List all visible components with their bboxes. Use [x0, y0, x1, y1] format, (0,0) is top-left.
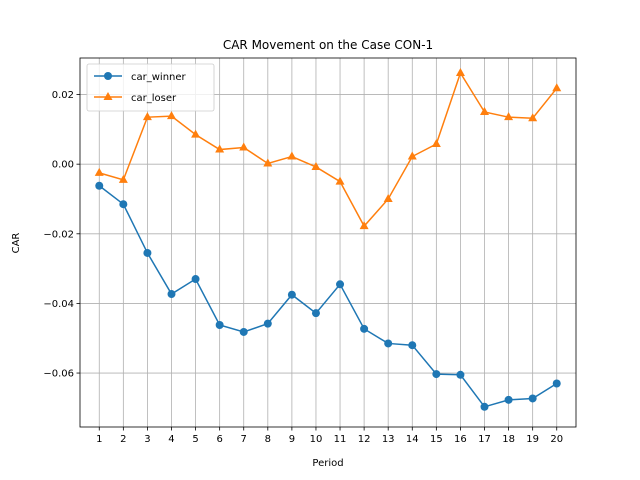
data-point-car-winner — [384, 339, 393, 348]
chart-title: CAR Movement on the Case CON-1 — [223, 38, 433, 52]
data-point-car-winner — [480, 402, 489, 411]
x-tick-label: 4 — [168, 434, 174, 445]
x-tick-label: 7 — [241, 434, 247, 445]
data-point-car-winner — [528, 394, 537, 403]
y-tick-label: −0.06 — [43, 369, 74, 380]
x-tick-label: 20 — [550, 434, 563, 445]
x-tick-label: 15 — [430, 434, 443, 445]
data-point-car-loser — [191, 129, 201, 138]
y-tick-label: −0.04 — [43, 299, 74, 310]
data-point-car-loser — [239, 142, 249, 151]
data-point-car-winner — [504, 395, 513, 404]
plot-frame — [79, 57, 577, 428]
x-axis-label: Period — [312, 458, 343, 469]
x-tick-label: 8 — [265, 434, 271, 445]
legend-label-car-winner: car_winner — [131, 72, 187, 83]
series-line-car-winner — [98, 185, 558, 408]
data-point-car-winner — [95, 181, 104, 190]
data-point-car-winner — [191, 275, 200, 284]
x-tick-label: 6 — [216, 434, 222, 445]
data-point-car-loser — [383, 193, 393, 202]
data-point-car-loser — [311, 161, 321, 170]
y-tick-label: 0.02 — [52, 90, 74, 101]
data-point-car-winner — [167, 290, 176, 299]
data-point-car-winner — [456, 370, 465, 379]
x-tick-label: 12 — [358, 434, 371, 445]
data-point-car-winner — [552, 379, 561, 388]
data-point-car-loser — [407, 151, 417, 160]
data-point-car-loser — [118, 174, 128, 183]
x-tick-label: 2 — [120, 434, 126, 445]
x-tick-label: 5 — [192, 434, 198, 445]
data-point-car-winner — [263, 319, 272, 328]
legend-label-car-loser: car_loser — [131, 93, 177, 104]
x-tick-label: 14 — [406, 434, 419, 445]
series-car-winner — [95, 181, 561, 411]
x-tick-label: 9 — [289, 434, 295, 445]
x-tick-label: 1 — [96, 434, 102, 445]
x-tick-label: 16 — [454, 434, 467, 445]
data-point-car-winner — [119, 200, 128, 209]
data-point-car-loser — [431, 138, 441, 147]
x-tick-label: 3 — [144, 434, 150, 445]
x-tick-label: 11 — [334, 434, 347, 445]
data-point-car-winner — [215, 321, 224, 330]
data-point-car-winner — [432, 370, 441, 379]
data-point-car-winner — [287, 290, 296, 299]
data-point-car-loser — [215, 144, 225, 153]
data-point-car-loser — [287, 151, 297, 160]
data-point-car-loser — [480, 106, 490, 115]
y-tick-label: −0.02 — [43, 229, 74, 240]
data-point-car-winner — [408, 341, 417, 350]
legend: car_winner car_loser — [86, 63, 215, 112]
series-car-loser — [94, 67, 562, 230]
data-point-car-loser — [94, 167, 104, 176]
x-tick-label: 19 — [526, 434, 539, 445]
data-point-car-loser — [528, 113, 538, 122]
data-point-car-loser — [142, 112, 152, 121]
y-tick-label: 0.00 — [52, 160, 74, 171]
data-point-car-winner — [239, 327, 248, 336]
data-point-car-winner — [360, 324, 369, 333]
data-point-car-loser — [263, 158, 273, 167]
series-line-car-loser — [99, 71, 558, 228]
data-point-car-loser — [359, 221, 369, 230]
x-tick-label: 10 — [310, 434, 323, 445]
legend-marker-car-loser — [103, 92, 113, 100]
data-point-car-loser — [504, 112, 514, 121]
data-point-car-winner — [143, 248, 152, 257]
data-point-car-loser — [552, 83, 562, 92]
x-tick-label: 17 — [478, 434, 491, 445]
data-point-car-loser — [335, 176, 345, 185]
legend-marker-car-winner — [104, 72, 112, 80]
x-tick-label: 13 — [382, 434, 395, 445]
data-point-car-winner — [311, 309, 320, 318]
data-point-car-loser — [166, 111, 176, 120]
x-tick-label: 18 — [502, 434, 515, 445]
data-point-car-loser — [455, 67, 465, 76]
data-point-car-winner — [336, 280, 345, 289]
y-axis-label: CAR — [11, 233, 22, 254]
